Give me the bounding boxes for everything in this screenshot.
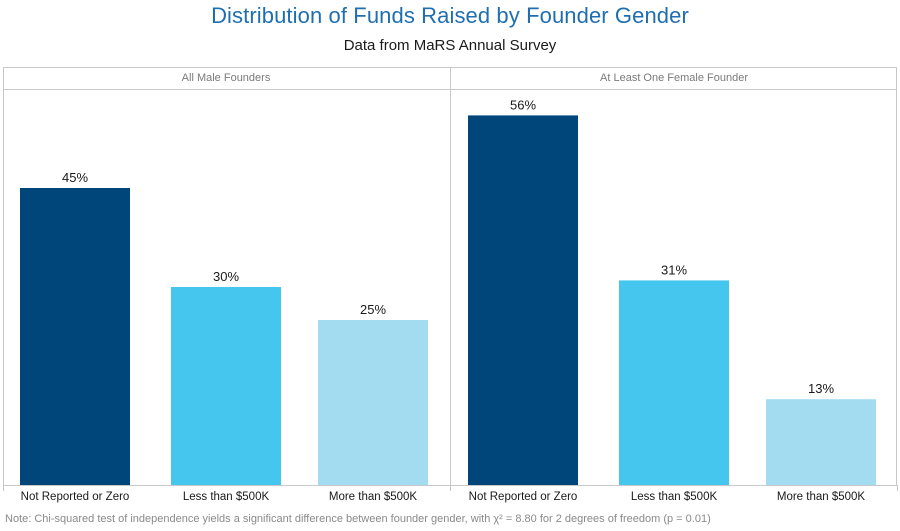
panel-title: All Male Founders bbox=[182, 72, 271, 84]
bar-value-label: 30% bbox=[213, 269, 239, 284]
chart-title: Distribution of Funds Raised by Founder … bbox=[211, 3, 689, 28]
bar-value-label: 31% bbox=[661, 262, 687, 277]
x-tick-label: Less than $500K bbox=[183, 491, 270, 503]
bar bbox=[766, 399, 876, 485]
x-tick-label: Not Reported or Zero bbox=[469, 491, 578, 503]
bar-value-label: 13% bbox=[808, 381, 834, 396]
x-tick-label: Not Reported or Zero bbox=[21, 491, 130, 503]
x-tick-label: More than $500K bbox=[329, 491, 418, 503]
bar-value-label: 25% bbox=[360, 302, 386, 317]
panel-title: At Least One Female Founder bbox=[600, 72, 748, 84]
x-tick-label: More than $500K bbox=[777, 491, 866, 503]
x-tick-label: Less than $500K bbox=[631, 491, 718, 503]
chart-subtitle: Data from MaRS Annual Survey bbox=[343, 37, 557, 54]
bar bbox=[318, 320, 428, 485]
chart-note: Note: Chi-squared test of independence y… bbox=[5, 513, 711, 525]
bar-value-label: 45% bbox=[62, 170, 88, 185]
bar bbox=[171, 287, 281, 485]
bar bbox=[20, 188, 130, 485]
bar bbox=[619, 280, 729, 485]
bar bbox=[468, 115, 578, 486]
bar-value-label: 56% bbox=[510, 97, 536, 112]
